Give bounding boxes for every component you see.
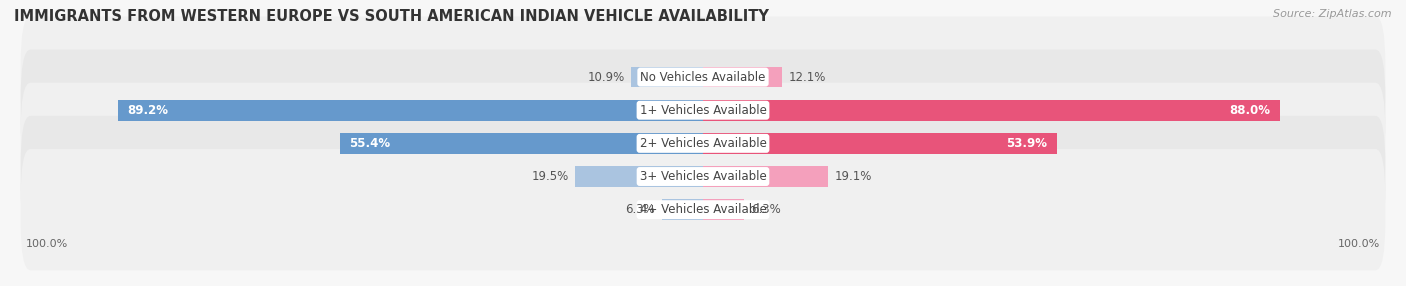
Text: 6.3%: 6.3%: [751, 203, 780, 216]
FancyBboxPatch shape: [21, 16, 1385, 138]
Text: 3+ Vehicles Available: 3+ Vehicles Available: [640, 170, 766, 183]
Bar: [703, 133, 1057, 154]
Bar: [703, 100, 1281, 120]
Text: 1+ Vehicles Available: 1+ Vehicles Available: [640, 104, 766, 117]
Text: 4+ Vehicles Available: 4+ Vehicles Available: [640, 203, 766, 216]
Bar: [662, 199, 703, 220]
Text: IMMIGRANTS FROM WESTERN EUROPE VS SOUTH AMERICAN INDIAN VEHICLE AVAILABILITY: IMMIGRANTS FROM WESTERN EUROPE VS SOUTH …: [14, 9, 769, 23]
Text: 12.1%: 12.1%: [789, 71, 827, 84]
Text: 89.2%: 89.2%: [128, 104, 169, 117]
Text: 6.3%: 6.3%: [626, 203, 655, 216]
Text: 19.5%: 19.5%: [531, 170, 568, 183]
Text: No Vehicles Available: No Vehicles Available: [640, 71, 766, 84]
Bar: [703, 199, 744, 220]
Bar: [575, 166, 703, 187]
Text: 53.9%: 53.9%: [1005, 137, 1047, 150]
FancyBboxPatch shape: [21, 149, 1385, 270]
Text: 55.4%: 55.4%: [349, 137, 391, 150]
Text: 10.9%: 10.9%: [588, 71, 624, 84]
FancyBboxPatch shape: [21, 83, 1385, 204]
Text: 2+ Vehicles Available: 2+ Vehicles Available: [640, 137, 766, 150]
Text: Source: ZipAtlas.com: Source: ZipAtlas.com: [1274, 9, 1392, 19]
Bar: [631, 67, 703, 87]
Bar: [703, 67, 782, 87]
Bar: [118, 100, 703, 120]
FancyBboxPatch shape: [21, 49, 1385, 171]
Bar: [339, 133, 703, 154]
Text: 88.0%: 88.0%: [1230, 104, 1271, 117]
Text: 19.1%: 19.1%: [835, 170, 872, 183]
Bar: [703, 166, 828, 187]
FancyBboxPatch shape: [21, 116, 1385, 237]
